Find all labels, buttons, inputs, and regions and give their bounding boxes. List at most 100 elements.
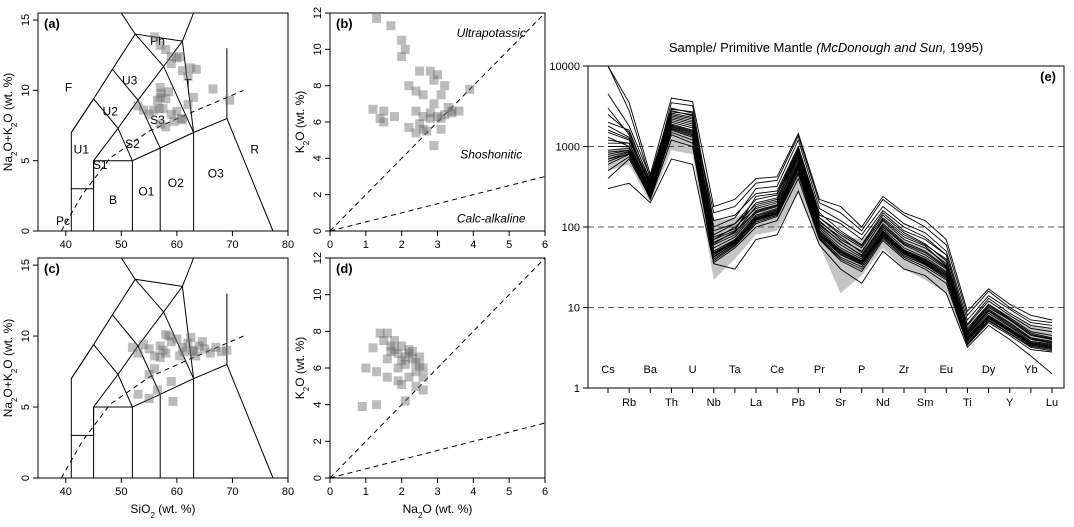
title-part: 1995) bbox=[946, 40, 983, 55]
data-point bbox=[415, 66, 425, 76]
x-axis-label: SiO2 (wt. %) bbox=[130, 502, 195, 520]
data-point bbox=[440, 81, 450, 91]
data-point bbox=[393, 363, 403, 373]
data-point bbox=[404, 345, 414, 355]
element-label: U bbox=[689, 364, 697, 376]
data-point bbox=[425, 108, 435, 118]
y-tick-label: 2 bbox=[312, 192, 324, 198]
subscript: 2 bbox=[10, 151, 19, 156]
element-label: La bbox=[750, 397, 763, 409]
data-point bbox=[155, 352, 165, 362]
label-part: O (wt. %) bbox=[422, 502, 472, 516]
element-label: Yb bbox=[1024, 364, 1037, 376]
panel-label: (c) bbox=[44, 261, 60, 276]
x-tick-label: 80 bbox=[282, 239, 294, 251]
data-point bbox=[133, 389, 143, 399]
data-point bbox=[372, 13, 382, 23]
data-point bbox=[197, 337, 207, 347]
series-line bbox=[607, 111, 1053, 340]
data-point bbox=[372, 400, 382, 410]
subscript: 2 bbox=[418, 511, 423, 520]
data-point bbox=[429, 99, 439, 109]
x-tick-label: 70 bbox=[226, 239, 238, 251]
data-point bbox=[465, 84, 475, 94]
field-boundary bbox=[120, 257, 183, 287]
data-point bbox=[372, 367, 382, 377]
alkaline-divider-line bbox=[60, 89, 244, 232]
calc-alkaline-divider bbox=[329, 176, 546, 232]
field-label-t: T bbox=[184, 76, 192, 90]
field-label-b: B bbox=[109, 193, 117, 207]
data-point bbox=[411, 381, 421, 391]
data-point bbox=[144, 394, 154, 404]
series-region-label: Ultrapotassic bbox=[457, 26, 526, 40]
data-point bbox=[425, 113, 435, 123]
element-label: Pb bbox=[792, 397, 805, 409]
element-label: Ta bbox=[729, 364, 742, 376]
series-line bbox=[607, 115, 1053, 343]
field-boundary bbox=[137, 345, 161, 478]
element-label: Nd bbox=[876, 397, 890, 409]
field-boundary bbox=[70, 188, 94, 231]
data-point bbox=[404, 348, 414, 358]
field-boundary bbox=[70, 33, 136, 133]
data-point bbox=[216, 347, 226, 357]
data-point bbox=[404, 81, 414, 91]
x-tick-label: 6 bbox=[542, 486, 548, 498]
field-boundary bbox=[93, 257, 195, 478]
x-tick-label: 2 bbox=[399, 486, 405, 498]
data-point bbox=[164, 331, 174, 341]
data-point bbox=[177, 66, 187, 76]
data-point bbox=[152, 385, 162, 395]
element-label: Ba bbox=[644, 364, 658, 376]
title-part: Sample/ Primitive Mantle bbox=[669, 40, 816, 55]
data-point bbox=[127, 342, 137, 352]
data-point bbox=[418, 385, 428, 395]
x-tick-label: 0 bbox=[327, 486, 333, 498]
data-point bbox=[382, 372, 392, 382]
series-region-label: Shoshonitic bbox=[460, 148, 522, 162]
field-label-u3: U3 bbox=[122, 74, 138, 88]
data-point bbox=[411, 358, 421, 367]
series-line bbox=[607, 139, 1053, 353]
data-point bbox=[357, 402, 367, 411]
y-tick-label: 10 bbox=[312, 43, 324, 55]
data-point bbox=[144, 369, 154, 379]
data-point bbox=[407, 347, 417, 356]
y-tick-label: 6 bbox=[312, 119, 324, 125]
element-label: Pr bbox=[814, 364, 825, 376]
field-label-s2: S2 bbox=[125, 137, 140, 151]
x-tick-label: 50 bbox=[115, 486, 127, 498]
data-point bbox=[166, 337, 176, 347]
data-point bbox=[379, 117, 389, 127]
data-point bbox=[361, 363, 371, 373]
y-tick-label: 15 bbox=[20, 14, 32, 26]
element-label: Nb bbox=[707, 397, 721, 409]
subscript: 2 bbox=[10, 368, 19, 373]
field-boundary bbox=[93, 98, 119, 129]
data-point bbox=[400, 396, 410, 406]
data-point bbox=[225, 95, 235, 105]
element-label: Lu bbox=[1046, 397, 1058, 409]
data-point bbox=[172, 334, 182, 344]
series-line-max bbox=[607, 66, 1053, 321]
element-label: Y bbox=[1006, 397, 1014, 409]
data-point bbox=[208, 84, 218, 94]
field-boundary bbox=[181, 286, 195, 379]
data-point bbox=[390, 336, 399, 345]
y-tick-label: 0 bbox=[312, 475, 324, 481]
series-line-min bbox=[607, 158, 1053, 375]
data-point bbox=[379, 106, 389, 116]
x-tick-label: 60 bbox=[171, 239, 183, 251]
x-tick-label: 40 bbox=[60, 239, 72, 251]
x-tick-label: 40 bbox=[60, 486, 72, 498]
element-label: Rb bbox=[622, 397, 636, 409]
data-point bbox=[375, 328, 385, 338]
series-line bbox=[607, 128, 1053, 349]
x-tick-label: 0 bbox=[327, 239, 333, 251]
label-part: K bbox=[293, 391, 307, 399]
data-point bbox=[390, 112, 399, 122]
